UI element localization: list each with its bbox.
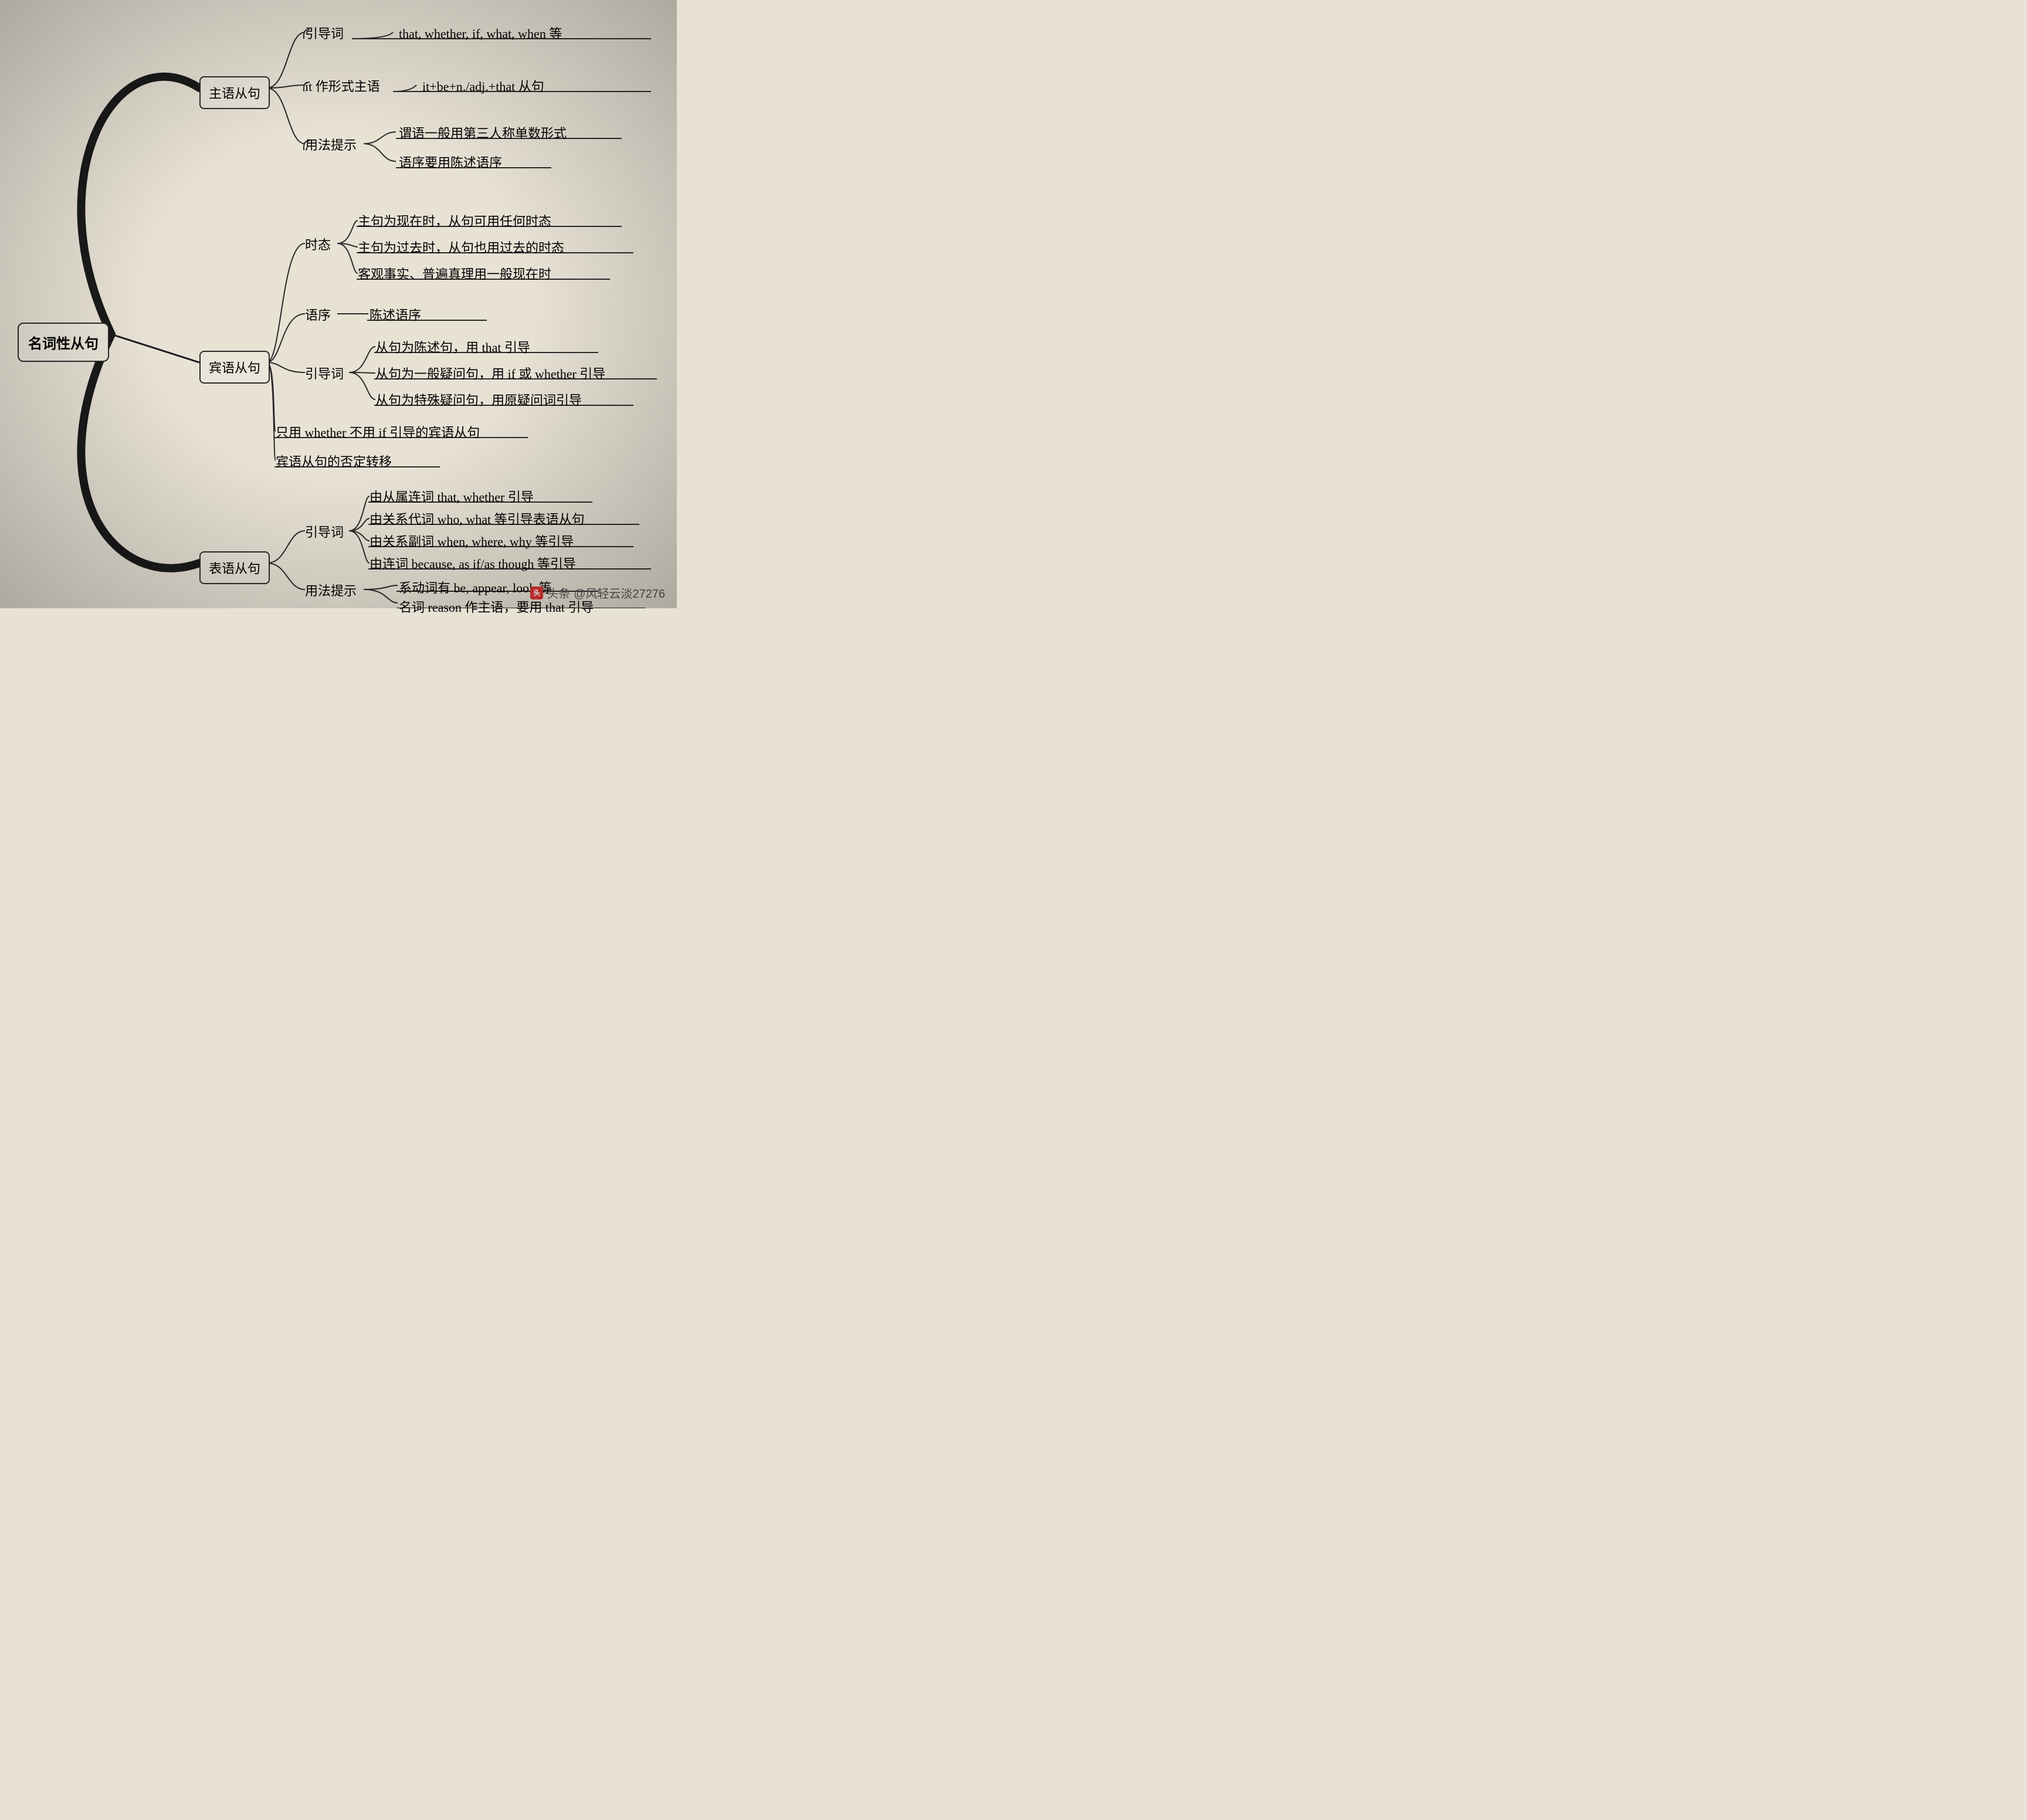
branch-node: 主语从句	[199, 76, 270, 109]
sub-node: 用法提示	[305, 135, 357, 154]
leaf-node: 谓语一般用第三人称单数形式	[399, 123, 567, 142]
leaf-node: 系动词有 be, appear, look 等	[399, 578, 552, 597]
root-node: 名词性从句	[18, 323, 109, 362]
sub-node: 语序	[305, 305, 331, 324]
leaf-node: 由关系副词 when, where, why 等引导	[370, 531, 574, 550]
leaf-node: 从句为一般疑问句，用 if 或 whether 引导	[375, 364, 605, 382]
leaf-node: it+be+n./adj.+that 从句	[422, 76, 544, 95]
leaf-node: 只用 whether 不用 if 引导的宾语从句	[276, 422, 480, 441]
sub-node: it 作形式主语	[305, 76, 380, 95]
sub-node: 引导词	[305, 364, 344, 382]
sub-node: 时态	[305, 235, 331, 253]
leaf-node: 客观事实、普遍真理用一般现在时	[358, 264, 551, 283]
toutiao-logo-icon: 头	[530, 587, 543, 599]
branch-node: 表语从句	[199, 551, 270, 584]
leaf-node: 由从属连词 that, whether 引导	[370, 487, 534, 506]
leaf-node: 陈述语序	[370, 305, 421, 324]
leaf-node: that, whether, if, what, when 等	[399, 23, 562, 42]
branch-node: 宾语从句	[199, 351, 270, 384]
leaf-node: 主句为过去时，从句也用过去的时态	[358, 238, 564, 256]
leaf-node: 从句为陈述句，用 that 引导	[375, 337, 530, 356]
leaf-node: 由连词 because, as if/as though 等引导	[370, 554, 576, 572]
sub-node: 引导词	[305, 23, 344, 42]
sub-node: 引导词	[305, 522, 344, 541]
sub-node: 用法提示	[305, 581, 357, 599]
watermark-prefix: 头条	[547, 584, 570, 601]
leaf-node: 从句为特殊疑问句，用原疑问词引导	[375, 390, 582, 409]
leaf-node: 由关系代词 who, what 等引导表语从句	[370, 509, 585, 528]
watermark-handle: @风轻云淡27276	[574, 584, 665, 601]
leaf-node: 语序要用陈述语序	[399, 152, 502, 171]
leaf-node: 宾语从句的否定转移	[276, 452, 392, 470]
watermark: 头 头条 @风轻云淡27276	[530, 584, 665, 601]
leaf-node: 主句为现在时，从句可用任何时态	[358, 211, 551, 230]
